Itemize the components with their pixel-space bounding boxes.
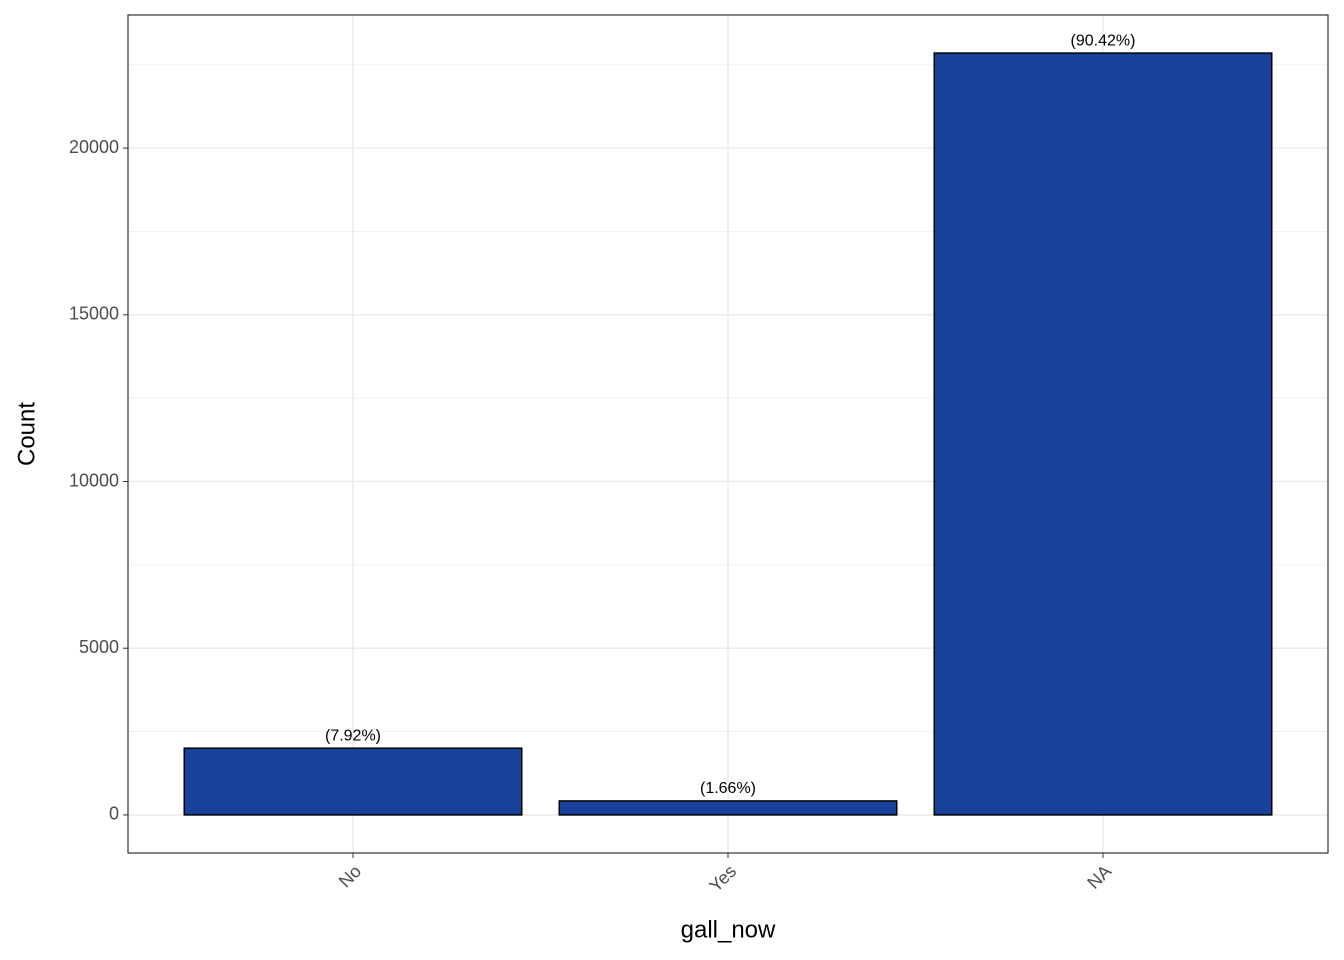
bar [558,800,898,816]
y-tick-label: 15000 [69,304,119,324]
y-tick-label: 20000 [69,137,119,157]
bar-label: (90.42%) [1071,32,1136,49]
y-tick-label: 5000 [79,637,119,657]
y-tick-label: 10000 [69,470,119,490]
bar [933,52,1273,816]
x-axis-title: gall_now [681,916,776,943]
y-axis-title: Count [13,402,40,466]
bar-label: (7.92%) [325,727,381,744]
bar-label: (1.66%) [700,780,756,797]
y-tick-label: 0 [109,804,119,824]
bar [183,747,523,816]
marks [183,52,1273,816]
